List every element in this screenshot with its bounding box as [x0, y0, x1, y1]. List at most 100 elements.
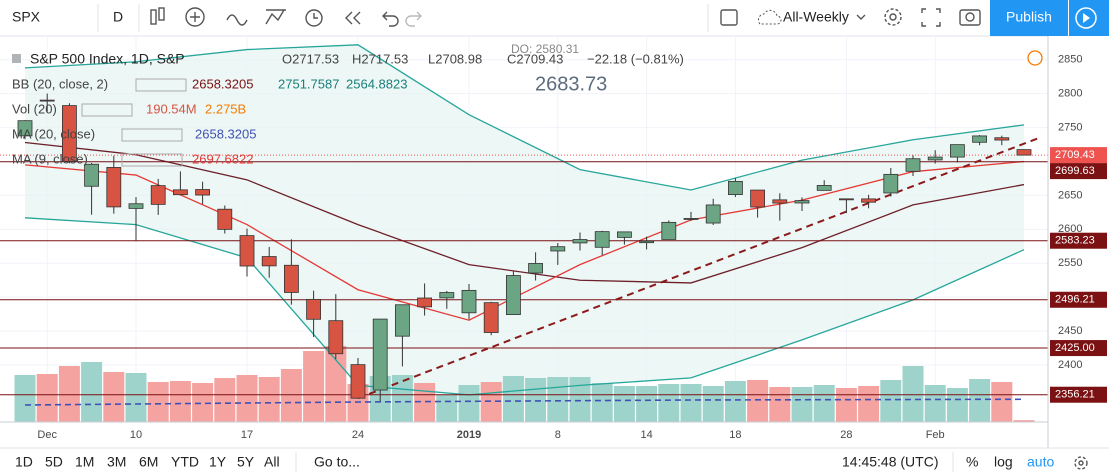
price-tag [1050, 291, 1107, 308]
price-tag-label: 2583.23 [1055, 235, 1095, 247]
indicators-icon[interactable] [185, 7, 205, 27]
price-tag-label: 2356.21 [1055, 389, 1095, 401]
volume-bar [946, 388, 968, 422]
redo-icon[interactable] [405, 11, 422, 27]
candle-body [461, 289, 477, 314]
range-button[interactable]: YTD [171, 454, 199, 470]
compare-icon[interactable] [226, 14, 248, 26]
chart-type-icon[interactable] [150, 7, 165, 25]
undo-icon[interactable] [382, 11, 399, 27]
candle-body [794, 200, 810, 204]
volume-bar [192, 383, 214, 422]
y-tick-label: 2650 [1058, 189, 1082, 201]
x-tick-label: 14 [640, 429, 652, 441]
price-tag [1050, 232, 1107, 249]
x-tick-label: 24 [352, 429, 364, 441]
candle-body [750, 189, 765, 208]
crosshair-price: 2683.73 [535, 73, 607, 95]
volume-bar [103, 372, 125, 422]
range-button[interactable]: All [264, 454, 280, 470]
range-button[interactable]: 5D [45, 454, 63, 470]
volume-bar [636, 386, 658, 422]
fullscreen-icon[interactable] [921, 8, 941, 27]
candle-body [328, 320, 344, 355]
toolbar [0, 0, 1109, 36]
log-toggle[interactable]: log [994, 454, 1013, 470]
vol-label: Vol (20) [12, 101, 57, 116]
plot-area [0, 36, 1048, 422]
interval[interactable]: D [113, 9, 123, 25]
publish-button[interactable] [990, 0, 1068, 36]
range-button[interactable]: 5Y [237, 454, 255, 470]
volume-bar [880, 380, 902, 422]
alert-icon[interactable] [305, 9, 323, 27]
bb-upper: 2751.7587 [278, 76, 339, 91]
volume-bar [214, 378, 236, 422]
ma-line [24, 160, 1025, 321]
volume-bar [791, 387, 813, 422]
volume-bar [391, 375, 413, 422]
legend-buttons [81, 78, 187, 167]
candle-body [106, 167, 122, 208]
candle-body [528, 263, 543, 274]
volume-bar [502, 376, 524, 422]
candle-body [128, 203, 144, 209]
day-open: DO: 2580.31 [511, 42, 579, 56]
settings-icon[interactable] [884, 8, 902, 26]
volume-bar [258, 377, 280, 422]
range-button[interactable]: 6M [139, 454, 158, 470]
candle-body [728, 180, 743, 195]
volume-bar [125, 373, 147, 422]
axes: 2400245025002550260026502700275028002850… [37, 54, 1107, 441]
vol-value: 190.54M [146, 101, 197, 116]
snapshot-icon[interactable] [959, 9, 981, 26]
volume-bar [613, 386, 635, 422]
volume-bar [547, 377, 569, 422]
auto-toggle[interactable]: auto [1027, 454, 1054, 470]
y-tick-label: 2450 [1058, 325, 1082, 337]
volume-bar [147, 382, 169, 422]
ma20-label: MA (20, close) [12, 126, 95, 141]
symbol[interactable]: SPX [12, 9, 41, 25]
volume-bar [14, 375, 36, 422]
range-button[interactable]: 1M [75, 454, 94, 470]
y-tick-label: 2850 [1058, 54, 1082, 66]
range-button[interactable]: 1Y [209, 454, 227, 470]
publish-label[interactable]: Publish [1006, 9, 1052, 25]
candle-body [394, 304, 410, 337]
volume-bar [680, 384, 702, 422]
percent-toggle[interactable]: % [966, 454, 978, 470]
layout-name[interactable]: All-Weekly [783, 9, 849, 25]
candle-body [594, 231, 610, 248]
candle-body [839, 198, 854, 201]
range-button[interactable]: 1D [15, 454, 33, 470]
ma20-value: 2658.3205 [195, 126, 256, 141]
goto[interactable]: Go to... [314, 454, 360, 470]
replay-icon[interactable] [345, 11, 361, 25]
layout-icon[interactable] [720, 9, 738, 26]
candle-body [195, 189, 211, 196]
candle-body [772, 199, 788, 204]
legend-high: H2717.53 [352, 51, 408, 66]
volume-bar [902, 366, 924, 422]
stream-icon[interactable] [1075, 7, 1097, 29]
settings-icon[interactable] [1074, 456, 1088, 470]
x-tick-label: 10 [130, 429, 142, 441]
volume-bar [303, 351, 325, 422]
candle-body [505, 275, 521, 315]
y-tick-label: 2550 [1058, 257, 1082, 269]
x-tick-label: 8 [555, 429, 561, 441]
range-button[interactable]: 3M [107, 454, 126, 470]
legend-close: C2709.43 [507, 51, 563, 66]
x-tick-label: Feb [926, 429, 945, 441]
volume-bar [702, 386, 724, 422]
price-tag-label: 2709.43 [1055, 149, 1095, 161]
dropdown-icon[interactable] [856, 14, 866, 20]
cloud-icon[interactable] [757, 9, 782, 25]
volume-bar [813, 385, 835, 422]
volume-bar [969, 379, 991, 422]
volume-bar [480, 382, 502, 422]
vol-ma: 2.275B [205, 101, 246, 116]
templates-icon[interactable] [265, 9, 286, 25]
candle-body [350, 364, 366, 399]
